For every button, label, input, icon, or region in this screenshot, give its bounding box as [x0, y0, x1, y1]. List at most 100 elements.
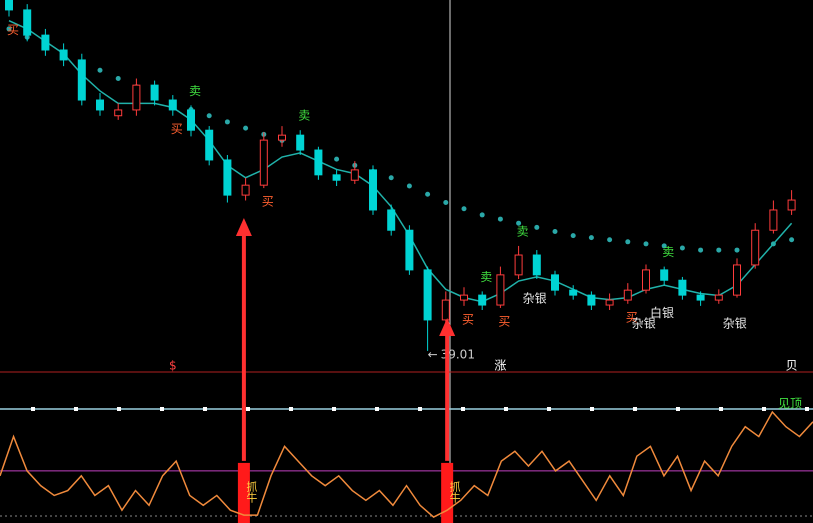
candle-body: [605, 299, 614, 306]
candle-body: [551, 274, 559, 291]
arrow-glyph: ←: [428, 347, 438, 361]
divider-dot: [633, 407, 637, 411]
candle-body: [259, 139, 268, 186]
candle-body: [350, 169, 359, 181]
ma-dot: [570, 233, 576, 239]
oscillator-line: [0, 410, 813, 518]
ma-dot: [534, 224, 540, 230]
signal-label: 买: [262, 195, 274, 209]
candle-body: [532, 254, 541, 276]
candle-body: [678, 279, 687, 296]
candle-body: [387, 209, 396, 231]
ma-dot: [406, 183, 412, 189]
candle-body: [332, 174, 341, 181]
divider-dot: [805, 407, 809, 411]
signal-label: 买: [498, 314, 510, 328]
candle-body: [114, 109, 123, 117]
divider-dot: [461, 407, 465, 411]
divider-dot: [289, 407, 293, 411]
divider-dot: [719, 407, 723, 411]
signal-arrow-head: [439, 318, 456, 336]
candle-body: [187, 109, 195, 131]
candle-body: [496, 274, 505, 306]
ma-dot: [224, 119, 230, 125]
ma-dot: [552, 228, 558, 234]
signal-text: 抓牛: [448, 480, 461, 504]
candle-body: [96, 99, 104, 111]
ma-dot: [425, 191, 431, 197]
ma-dot: [97, 67, 103, 73]
ma-dot: [461, 206, 467, 212]
candle-body: [514, 254, 523, 276]
ma-dot: [516, 220, 522, 226]
candle-body: [769, 209, 778, 231]
divider-dot: [203, 407, 207, 411]
ma-dot: [243, 125, 249, 131]
candle-body: [714, 294, 723, 301]
signal-label: 杂银: [723, 316, 747, 330]
band-marker: 涨: [494, 358, 506, 373]
ma-dot: [734, 247, 740, 253]
candle-body: [423, 269, 432, 321]
candle-body: [587, 294, 596, 306]
candle-body: [623, 289, 632, 301]
divider-dot: [418, 407, 422, 411]
ma-dot: [443, 200, 449, 206]
signal-label: 白银: [650, 305, 674, 320]
signal-arrow-head: [235, 218, 252, 236]
ma-dot: [789, 237, 795, 243]
candle-body: [751, 229, 760, 266]
divider-dot: [762, 407, 766, 411]
ma-dot: [716, 247, 722, 253]
signal-label: 卖: [517, 224, 529, 238]
candle-body: [460, 294, 468, 301]
divider-dot: [332, 407, 336, 411]
candle-body: [660, 269, 669, 281]
ma-dot: [388, 175, 394, 181]
candle-body: [441, 299, 450, 321]
candle-body: [405, 229, 414, 271]
candle-body: [278, 134, 286, 141]
ma-dot: [334, 156, 340, 162]
signal-label: 杂银: [523, 292, 547, 306]
ma-dot: [588, 235, 594, 241]
candle-body: [369, 169, 377, 211]
ma-dot: [607, 237, 613, 243]
signal-label: 杂银: [632, 316, 656, 330]
divider-dot: [117, 407, 121, 411]
ma-dot: [643, 241, 649, 247]
divider-dot: [31, 407, 35, 411]
candle-body: [642, 269, 650, 291]
ma-dot: [679, 245, 685, 251]
signal-label: 买: [7, 23, 19, 37]
divider-dot: [547, 407, 551, 411]
candle-body: [478, 294, 487, 306]
candle-body: [569, 289, 578, 296]
signal-text: 抓牛: [245, 480, 258, 504]
candle-body: [23, 9, 32, 36]
candle-body: [205, 129, 214, 161]
candle-body: [168, 99, 177, 111]
ma-dot: [625, 239, 631, 245]
candle-body: [314, 149, 323, 176]
candle-body: [5, 0, 13, 11]
candle-body: [296, 134, 305, 151]
divider-dot: [504, 407, 508, 411]
ma-line: [8, 19, 793, 303]
band-marker: 贝: [786, 359, 798, 373]
ma-dot: [479, 212, 485, 218]
ma-dot: [497, 216, 503, 222]
divider-dot: [676, 407, 680, 411]
candle-body: [132, 84, 141, 111]
signal-label: 买: [171, 122, 183, 136]
candle-body: [733, 264, 741, 296]
candle-body: [41, 34, 50, 51]
candle-body: [787, 199, 796, 211]
low-price-label: 39.01: [441, 347, 475, 361]
candle-body: [696, 294, 705, 301]
signal-label: 卖: [189, 84, 201, 98]
divider-dot: [375, 407, 379, 411]
ma-dot: [206, 113, 212, 119]
divider-dot: [590, 407, 594, 411]
